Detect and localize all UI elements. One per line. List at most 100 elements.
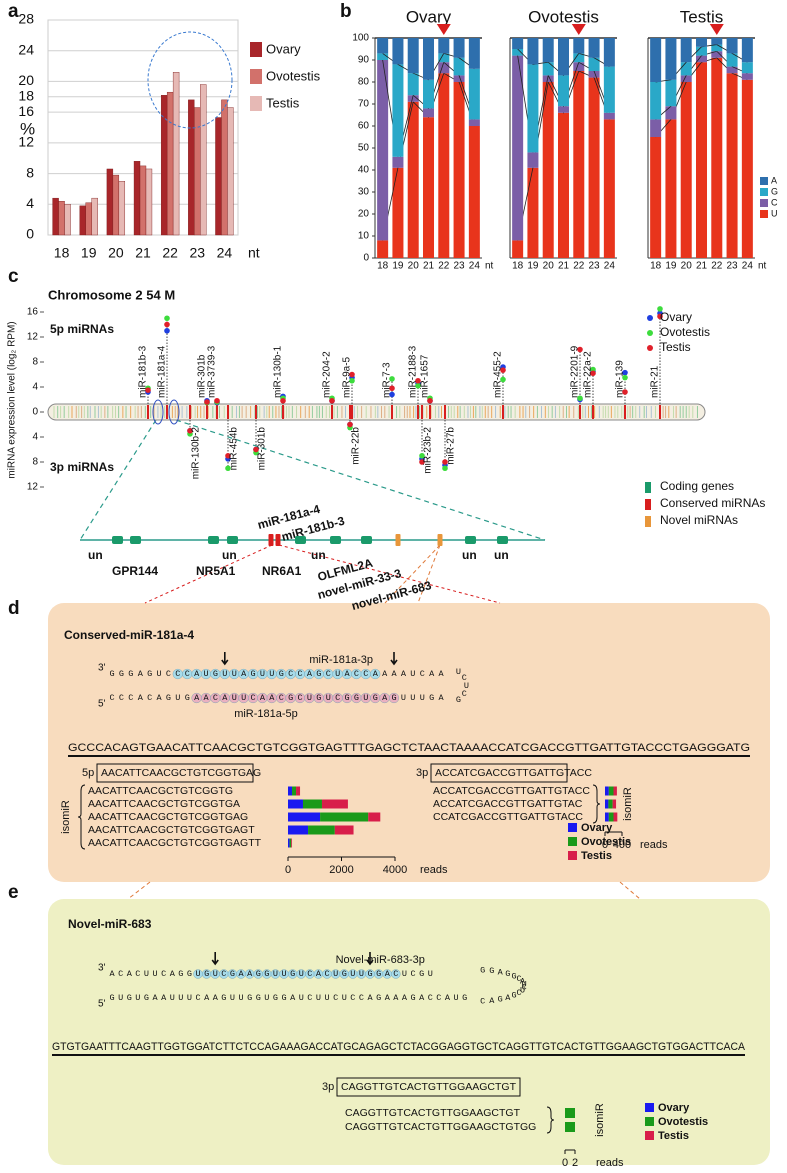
zoom-lines bbox=[127, 544, 641, 900]
subchart-title: Ovotestis bbox=[528, 7, 599, 26]
cleavage-arrow bbox=[366, 952, 374, 966]
mature-highlight bbox=[391, 969, 401, 979]
bar-segment bbox=[726, 66, 738, 74]
gene bbox=[465, 536, 476, 544]
y-axis-label: miRNA expression level (log₂ RPM) bbox=[7, 321, 18, 478]
mirna-label: miR-130b-2 bbox=[191, 427, 202, 480]
zoom-oval bbox=[168, 399, 180, 425]
bar-segment bbox=[512, 55, 524, 241]
bar-segment bbox=[741, 38, 753, 63]
bar-segment bbox=[438, 53, 450, 63]
bar-segment bbox=[542, 38, 554, 63]
arm-label: 3p bbox=[416, 767, 428, 779]
bar bbox=[139, 165, 147, 236]
bar-segment bbox=[741, 62, 753, 74]
x-tick-label: 19 bbox=[665, 261, 677, 272]
x-axis-label: reads bbox=[596, 1157, 624, 1169]
legend-label: Ovotestis bbox=[581, 836, 631, 848]
bar bbox=[106, 168, 114, 236]
isomir-sequence: AACATTCAACGCTGTCGGTG bbox=[88, 785, 233, 797]
isomir-sequence: AACATTCAACGCTGTCGGTGAG bbox=[88, 811, 248, 823]
bar bbox=[118, 181, 126, 236]
y-tick-label: 28 bbox=[18, 11, 34, 27]
bar-segment bbox=[468, 68, 480, 120]
bar-segment bbox=[711, 57, 723, 258]
y-tick-label: 20 bbox=[18, 72, 34, 88]
gene bbox=[437, 534, 443, 546]
bar-segment bbox=[527, 167, 539, 258]
bar-segment bbox=[680, 38, 692, 63]
bar-segment bbox=[695, 62, 708, 259]
bar bbox=[200, 84, 207, 236]
expression-dot bbox=[419, 459, 425, 465]
bar-segment bbox=[438, 62, 450, 74]
isomir-sequence: AACATTCAACGCTGTCGGTGA bbox=[88, 798, 240, 810]
mature-highlight bbox=[370, 668, 381, 680]
y-tick-label: 50 bbox=[358, 143, 370, 154]
bar-segment bbox=[392, 64, 404, 157]
y-tick-label: 18 bbox=[18, 87, 34, 103]
bar-segment bbox=[680, 82, 692, 258]
expression-dot bbox=[419, 452, 425, 459]
bar-segment bbox=[468, 119, 480, 126]
bar-segment bbox=[603, 38, 615, 67]
bar-segment bbox=[726, 73, 738, 258]
gene bbox=[395, 534, 401, 546]
panel-label: d bbox=[8, 598, 20, 619]
y-tick-label: 0 bbox=[32, 407, 38, 418]
expression-dot bbox=[657, 306, 663, 312]
expression-dot bbox=[187, 427, 193, 434]
hairpin-loop: C A G AGCUCUACGGAGG bbox=[480, 966, 527, 1007]
y-tick-label: 16 bbox=[18, 103, 34, 119]
read-bar bbox=[608, 786, 614, 796]
legend-swatch bbox=[760, 210, 768, 218]
x-tick-label: 22 bbox=[573, 261, 585, 272]
legend-swatch bbox=[250, 69, 262, 84]
legend-swatch bbox=[568, 837, 577, 846]
legend-swatch bbox=[645, 1131, 654, 1140]
mature-highlight bbox=[388, 692, 400, 704]
y-tick-label: 20 bbox=[358, 209, 370, 220]
expression-dot bbox=[253, 446, 259, 453]
bar-segment bbox=[588, 57, 600, 71]
expression-dot bbox=[389, 391, 395, 398]
read-bar bbox=[368, 812, 381, 822]
bar-segment bbox=[603, 112, 615, 120]
legend-swatch bbox=[568, 823, 577, 832]
y-tick-label: 0 bbox=[26, 226, 34, 242]
bar-segment bbox=[711, 51, 723, 58]
y-tick-label: 4 bbox=[26, 195, 34, 211]
expression-dot bbox=[577, 395, 583, 402]
gene-label: NR6A1 bbox=[262, 564, 302, 578]
panel-label: c bbox=[8, 266, 19, 287]
bar-segment bbox=[573, 53, 585, 63]
bar-segment bbox=[665, 119, 677, 259]
y-tick-label: 10 bbox=[358, 231, 370, 242]
panel-label: e bbox=[8, 882, 19, 903]
y-tick-label: 12 bbox=[27, 482, 39, 493]
bar-segment bbox=[680, 75, 692, 82]
legend-swatch bbox=[760, 188, 768, 196]
x-tick-label: 20 bbox=[108, 245, 124, 261]
read-bar bbox=[289, 838, 292, 848]
marker-triangle bbox=[571, 24, 586, 35]
legend-label: Ovary bbox=[581, 822, 613, 834]
x-tick-label: 21 bbox=[558, 261, 570, 272]
expression-dot bbox=[389, 385, 395, 392]
bar-segment bbox=[665, 38, 677, 80]
group-label: isomiR bbox=[594, 1103, 606, 1137]
y-tick-label: 80 bbox=[358, 77, 370, 88]
mirna-label: miR-3739-3 bbox=[207, 345, 218, 398]
read-bar bbox=[565, 1108, 575, 1118]
bar bbox=[188, 99, 195, 236]
legend-dot bbox=[647, 345, 653, 351]
bar-segment bbox=[665, 79, 677, 107]
mirna-label: miR-301b bbox=[257, 427, 268, 471]
y-tick-label: 8 bbox=[26, 164, 34, 180]
x-tick-label: 400 bbox=[613, 839, 631, 851]
x-tick-label: 21 bbox=[696, 261, 708, 272]
read-bar bbox=[288, 812, 321, 822]
gene bbox=[227, 536, 238, 544]
x-tick-label: 23 bbox=[189, 245, 205, 261]
expression-dot bbox=[329, 397, 335, 404]
